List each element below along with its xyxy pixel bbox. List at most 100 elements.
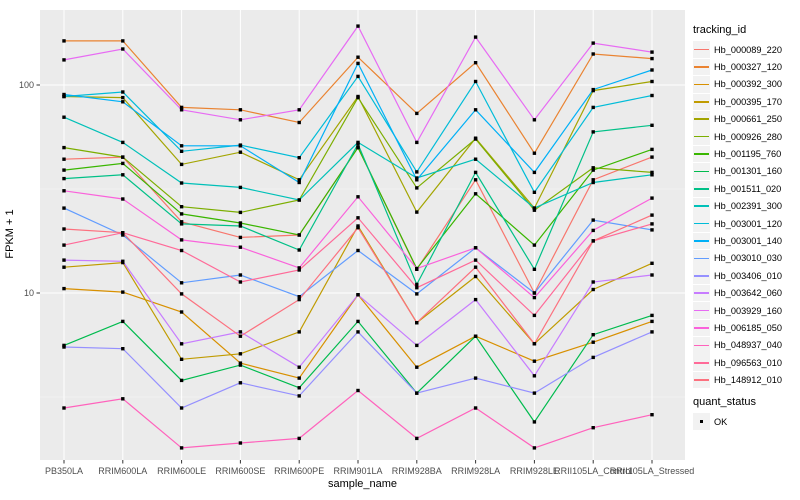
data-point: [62, 265, 66, 269]
legend-key-line-icon: [694, 66, 709, 68]
legend-entry-label: Hb_003642_060: [714, 288, 782, 299]
legend-entries: Hb_000089_220 Hb_000327_120 Hb_000392_300 H…: [693, 41, 799, 389]
data-point: [356, 24, 360, 28]
data-point: [179, 220, 184, 224]
data-point: [356, 145, 360, 150]
data-point: [415, 365, 419, 369]
data-point: [62, 145, 66, 150]
data-point: [179, 446, 184, 450]
data-point: [297, 266, 301, 270]
legend-key-icon: [693, 232, 710, 250]
legend-entry-Hb_003929_160: Hb_003929_160: [693, 302, 799, 319]
legend-key-line-icon: [694, 379, 709, 381]
data-point: [121, 39, 125, 43]
data-point: [650, 413, 654, 417]
data-point: [473, 406, 478, 410]
legend-key-line-icon: [694, 153, 709, 155]
data-point: [62, 345, 66, 349]
data-point: [650, 173, 654, 177]
data-point: [473, 108, 478, 112]
data-point: [62, 243, 66, 247]
data-point: [62, 189, 66, 193]
data-point: [121, 47, 125, 51]
data-point: [650, 196, 654, 200]
data-point: [62, 58, 66, 62]
data-point: [356, 319, 360, 324]
legend-tracking-title: tracking_id: [693, 24, 747, 36]
data-point: [297, 386, 301, 390]
black-square-point-icon: [699, 419, 704, 424]
legend-key-icon: [693, 197, 710, 215]
legend-entry-Hb_003010_030: Hb_003010_030: [693, 250, 799, 267]
data-point: [121, 259, 125, 263]
x-tick-label: RRII105LA_Control: [554, 466, 632, 476]
data-point: [297, 120, 301, 125]
data-point: [650, 93, 654, 98]
data-point: [179, 248, 184, 253]
legend-entry-label: Hb_000661_250: [714, 114, 782, 125]
data-point: [473, 157, 478, 161]
legend-entry-label: Hb_000327_120: [714, 62, 782, 73]
legend-entry-Hb_000395_170: Hb_000395_170: [693, 93, 799, 111]
legend-entry-label: Hb_000392_300: [714, 79, 782, 90]
data-point: [121, 397, 125, 401]
data-point: [179, 181, 184, 185]
data-point: [473, 334, 478, 338]
legend-entry-label: Hb_001301_160: [714, 166, 782, 177]
data-point: [121, 233, 125, 237]
data-point: [650, 79, 654, 84]
data-point: [179, 222, 184, 226]
data-point: [297, 233, 301, 237]
legend-key-icon: [693, 250, 710, 267]
legend-key-line-icon: [694, 135, 709, 138]
data-point: [297, 268, 301, 272]
data-point: [473, 246, 478, 250]
data-point: [532, 206, 537, 210]
data-point: [297, 108, 301, 112]
data-point: [532, 391, 537, 395]
legend-key-icon: [693, 110, 710, 128]
data-point: [532, 151, 537, 155]
x-tick-label: RRIM901LA: [333, 466, 382, 476]
data-point: [415, 343, 419, 348]
data-point: [650, 261, 654, 265]
data-point: [62, 176, 66, 181]
data-point: [297, 365, 301, 369]
data-point: [179, 292, 184, 296]
data-point: [356, 216, 360, 220]
data-point: [356, 293, 360, 297]
legend: tracking_id Hb_000089_220 Hb_000327_120 Hb…: [693, 24, 799, 430]
data-point: [297, 295, 301, 299]
x-tick-label: RRIM928LE: [510, 466, 559, 476]
legend-key-icon: [693, 76, 710, 93]
data-point: [238, 221, 243, 225]
data-point: [297, 394, 301, 398]
data-point: [532, 374, 537, 378]
data-point: [238, 441, 243, 445]
legend-entry-label: Hb_003001_120: [714, 218, 782, 229]
data-point: [238, 118, 243, 122]
legend-entry-Hb_096563_010: Hb_096563_010: [693, 354, 799, 372]
data-point: [62, 168, 66, 172]
legend-entry-label: Hb_048937_040: [714, 340, 782, 351]
data-point: [62, 92, 66, 97]
data-point: [473, 265, 478, 269]
x-tick-label: RRIM600LE: [157, 466, 206, 476]
x-tick-label: RRIM600LA: [98, 466, 147, 476]
x-tick-label: RRIM928BA: [392, 466, 442, 476]
legend-key-icon: [693, 163, 710, 180]
data-point: [121, 161, 125, 166]
data-point: [650, 170, 654, 175]
data-point: [591, 105, 595, 110]
data-point: [179, 281, 184, 285]
data-point: [356, 226, 360, 230]
data-point: [415, 391, 419, 395]
data-point: [415, 266, 419, 271]
data-point: [179, 205, 184, 209]
data-point: [532, 208, 537, 212]
data-point: [179, 238, 184, 242]
data-point: [650, 123, 654, 127]
legend-key-line-icon: [694, 48, 709, 51]
data-point: [238, 381, 243, 385]
legend-entry-label: Hb_148912_010: [714, 375, 782, 386]
